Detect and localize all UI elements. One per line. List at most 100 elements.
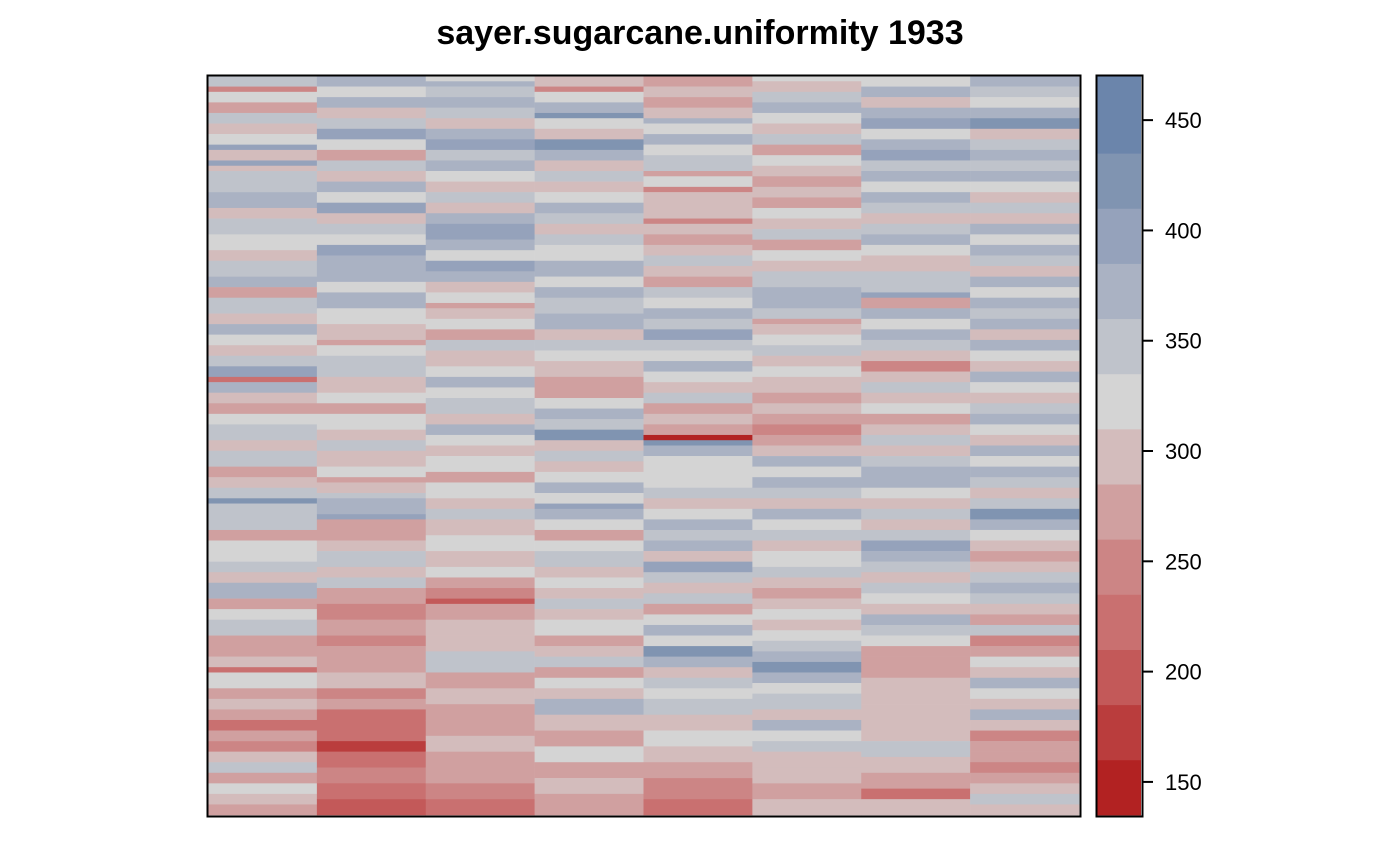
heatmap-cell-col4-seg44 xyxy=(534,551,644,568)
colorbar-tick-label-300: 300 xyxy=(1165,439,1202,464)
heatmap-cell-col5-seg27 xyxy=(643,339,753,351)
heatmap-cell-col6-seg16 xyxy=(752,229,862,240)
colorbar-bin-5 xyxy=(1097,539,1141,595)
heatmap-cell-col4-seg28 xyxy=(534,376,644,399)
heatmap-cell-col4-seg2 xyxy=(534,86,644,93)
heatmap-cell-col8-seg45 xyxy=(970,540,1080,552)
heatmap-cell-col8-seg34 xyxy=(970,424,1080,436)
heatmap-cell-col1-seg53 xyxy=(208,688,318,700)
heatmap-cell-col2-seg46 xyxy=(316,603,427,620)
heatmap-cell-col4-seg45 xyxy=(534,566,644,578)
heatmap-cell-col7-seg7 xyxy=(861,139,971,151)
heatmap-cell-col3-seg14 xyxy=(425,202,535,214)
colorbar-tick-label-350: 350 xyxy=(1165,329,1202,354)
heatmap-cell-col4-seg38 xyxy=(534,493,644,504)
heatmap-cell-col2-seg53 xyxy=(316,698,427,710)
heatmap-cell-col5-seg59 xyxy=(643,677,753,689)
heatmap-cell-col2-seg54 xyxy=(316,709,427,726)
heatmap-cell-col3-seg12 xyxy=(425,181,535,193)
heatmap-cell-col7-seg40 xyxy=(861,508,971,520)
heatmap-cell-col7-seg44 xyxy=(861,551,971,562)
heatmap-cell-col4-seg9 xyxy=(534,149,644,161)
heatmap-cell-col6-seg35 xyxy=(752,445,862,457)
heatmap-cell-col4-seg17 xyxy=(534,234,644,246)
heatmap-cell-col3-seg57 xyxy=(425,735,535,752)
heatmap-cell-col3-seg35 xyxy=(425,434,535,446)
heatmap-cell-col3-seg44 xyxy=(425,551,535,568)
colorbar-bin-12 xyxy=(1097,153,1141,209)
heatmap-cell-col7-seg51 xyxy=(861,624,971,636)
heatmap-cell-col1-seg29 xyxy=(208,382,318,394)
heatmap-cell-col6-seg51 xyxy=(752,619,862,631)
heatmap-cell-col5-seg48 xyxy=(643,561,753,573)
heatmap-cell-col4-seg24 xyxy=(534,329,644,341)
heatmap-cell-col8-seg17 xyxy=(970,244,1080,256)
heatmap-cell-col5-seg43 xyxy=(643,508,753,520)
heatmap-cell-col7-seg46 xyxy=(861,572,971,584)
heatmap-cell-col6-seg15 xyxy=(752,218,862,230)
heatmap-cell-col4-seg21 xyxy=(534,287,644,298)
heatmap-cell-col6-seg1 xyxy=(752,76,862,82)
heatmap-cell-col8-seg10 xyxy=(970,171,1080,182)
heatmap-cell-col3-seg26 xyxy=(425,329,535,341)
heatmap-cell-col3-seg7 xyxy=(425,128,535,140)
colorbar-tick-label-450: 450 xyxy=(1165,108,1202,133)
colorbar-bin-11 xyxy=(1097,208,1141,264)
heatmap-cell-col1-seg56 xyxy=(208,719,318,731)
heatmap-cell-col5-seg6 xyxy=(643,123,753,135)
heatmap-cell-col5-seg34 xyxy=(643,413,753,425)
heatmap-cell-col5-seg15 xyxy=(643,218,753,225)
heatmap-cell-col6-seg19 xyxy=(752,260,862,272)
heatmap-cell-col5-seg54 xyxy=(643,624,753,636)
heatmap-cell-col4-seg58 xyxy=(534,714,644,731)
heatmap-cell-col6-seg32 xyxy=(752,413,862,425)
heatmap-cell-col5-seg32 xyxy=(643,392,753,404)
heatmap-cell-col1-seg30 xyxy=(208,392,318,404)
heatmap-cell-col4-seg8 xyxy=(534,139,644,151)
heatmap-cell-col4-seg15 xyxy=(534,213,644,225)
heatmap-cell-col3-seg20 xyxy=(425,271,535,283)
heatmap-cell-col8-seg15 xyxy=(970,223,1080,235)
heatmap-cell-col5-seg40 xyxy=(643,471,753,489)
heatmap-cell-col8-seg65 xyxy=(970,751,1080,763)
heatmap-cell-col5-seg64 xyxy=(643,746,753,763)
heatmap-cell-col2-seg18 xyxy=(316,255,427,283)
heatmap-cell-col7-seg19 xyxy=(861,271,971,293)
heatmap-cell-col3-seg13 xyxy=(425,192,535,203)
heatmap-cell-col5-seg3 xyxy=(643,97,753,108)
heatmap-cell-col8-seg42 xyxy=(970,508,1080,520)
heatmap-cell-col8-seg32 xyxy=(970,403,1080,415)
heatmap-cell-col1-seg20 xyxy=(208,287,318,298)
heatmap-cell-col6-seg37 xyxy=(752,466,862,478)
heatmap-cell-col3-seg4 xyxy=(425,97,535,108)
heatmap-cell-col6-seg42 xyxy=(752,519,862,531)
heatmap-cell-col4-seg25 xyxy=(534,339,644,351)
heatmap-cell-col6-seg4 xyxy=(752,102,862,114)
heatmap-cell-col6-seg43 xyxy=(752,529,862,541)
heatmap-cell-col3-seg6 xyxy=(425,118,535,130)
heatmap-cell-col1-seg58 xyxy=(208,741,318,752)
heatmap-cell-col2-seg6 xyxy=(316,128,427,140)
heatmap-cell-col3-seg30 xyxy=(425,376,535,388)
heatmap-cell-col3-seg42 xyxy=(425,519,535,536)
heatmap-cell-col7-seg16 xyxy=(861,234,971,246)
heatmap-cell-col2-seg49 xyxy=(316,646,427,663)
heatmap-cell-col3-seg21 xyxy=(425,281,535,293)
colorbar-bin-2 xyxy=(1097,704,1141,761)
heatmap-cell-col5-seg57 xyxy=(643,656,753,668)
heatmap-cell-col3-seg53 xyxy=(425,672,535,689)
heatmap-cell-col7-seg6 xyxy=(861,128,971,140)
heatmap-cell-col6-seg25 xyxy=(752,334,862,346)
heatmap-cell-col7-seg9 xyxy=(861,160,971,172)
heatmap-cell-col5-seg35 xyxy=(643,424,753,436)
heatmap-cell-col5-seg17 xyxy=(643,234,753,246)
heatmap-cell-col5-seg37 xyxy=(643,440,753,446)
heatmap-cell-col6-seg36 xyxy=(752,456,862,467)
heatmap-cell-col5-seg4 xyxy=(643,107,753,119)
heatmap-cell-col3-seg37 xyxy=(425,456,535,473)
colorbar-bin-10 xyxy=(1097,263,1141,320)
heatmap-cell-col2-seg2 xyxy=(316,86,427,98)
heatmap-cell-col1-seg49 xyxy=(208,635,318,657)
heatmap-cell-col4-seg18 xyxy=(534,244,644,262)
heatmap-cell-col2-seg22 xyxy=(316,324,427,341)
